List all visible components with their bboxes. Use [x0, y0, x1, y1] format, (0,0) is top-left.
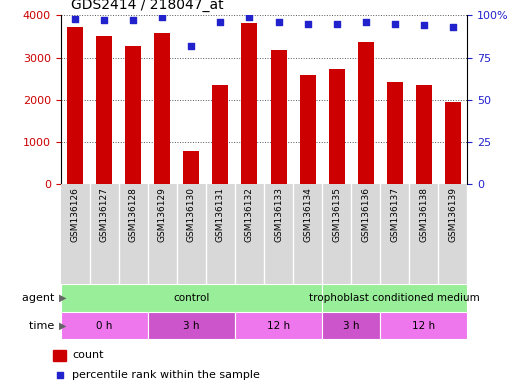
Bar [53, 350, 66, 361]
Bar [270, 50, 287, 184]
Point [449, 24, 457, 30]
Bar [386, 82, 403, 184]
Bar [61, 284, 322, 312]
Text: GSM136134: GSM136134 [303, 187, 312, 242]
Bar [299, 75, 316, 184]
Point [216, 19, 225, 25]
Text: agent: agent [22, 293, 58, 303]
Text: GSM136129: GSM136129 [158, 187, 167, 242]
Bar [380, 312, 467, 339]
Point [333, 21, 341, 27]
Bar [67, 27, 83, 184]
Text: ▶: ▶ [59, 321, 67, 331]
Text: GSM136139: GSM136139 [448, 187, 457, 242]
Point [361, 19, 370, 25]
Text: GSM136135: GSM136135 [332, 187, 341, 242]
Text: control: control [173, 293, 210, 303]
Bar [322, 284, 467, 312]
Text: 3 h: 3 h [343, 321, 360, 331]
Text: GSM136131: GSM136131 [216, 187, 225, 242]
Text: GSM136126: GSM136126 [71, 187, 80, 242]
Point [187, 43, 196, 49]
Bar [241, 23, 258, 184]
Bar [154, 33, 171, 184]
Text: GSM136137: GSM136137 [390, 187, 399, 242]
Bar [328, 70, 345, 184]
Text: 12 h: 12 h [267, 321, 290, 331]
Bar [183, 151, 200, 184]
Bar [235, 312, 322, 339]
Point [100, 17, 109, 23]
Text: 3 h: 3 h [183, 321, 200, 331]
Bar [322, 312, 380, 339]
Text: GDS2414 / 218047_at: GDS2414 / 218047_at [71, 0, 224, 12]
Point [129, 17, 138, 23]
Text: 12 h: 12 h [412, 321, 435, 331]
Bar [212, 84, 229, 184]
Point [391, 21, 399, 27]
Text: GSM136133: GSM136133 [274, 187, 283, 242]
Point [55, 372, 64, 378]
Bar [357, 42, 374, 184]
Bar [125, 46, 142, 184]
Point [420, 22, 428, 28]
Point [71, 16, 80, 22]
Text: percentile rank within the sample: percentile rank within the sample [72, 370, 260, 380]
Bar [96, 36, 112, 184]
Text: 0 h: 0 h [96, 321, 112, 331]
Text: GSM136132: GSM136132 [245, 187, 254, 242]
Point [303, 21, 312, 27]
Text: trophoblast conditioned medium: trophoblast conditioned medium [309, 293, 480, 303]
Bar [61, 312, 148, 339]
Text: time: time [30, 321, 58, 331]
Point [275, 19, 283, 25]
Text: GSM136127: GSM136127 [100, 187, 109, 242]
Text: GSM136128: GSM136128 [129, 187, 138, 242]
Bar [148, 312, 235, 339]
Bar [416, 84, 432, 184]
Text: GSM136138: GSM136138 [419, 187, 428, 242]
Bar [445, 101, 461, 184]
Text: GSM136136: GSM136136 [361, 187, 370, 242]
Text: ▶: ▶ [59, 293, 67, 303]
Text: GSM136130: GSM136130 [187, 187, 196, 242]
Text: count: count [72, 350, 104, 360]
Point [158, 14, 167, 20]
Point [245, 14, 254, 20]
